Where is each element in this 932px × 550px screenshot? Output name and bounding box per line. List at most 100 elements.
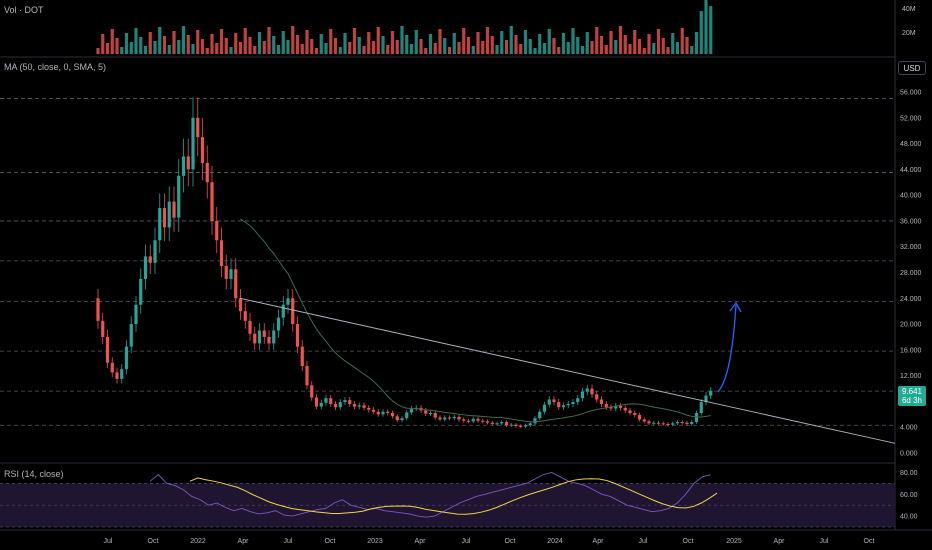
- volume-bar: [352, 28, 357, 54]
- candle-body: [395, 416, 399, 421]
- volume-bar: [205, 48, 209, 54]
- volume-bar: [652, 43, 656, 54]
- candle-body: [200, 137, 205, 163]
- volume-bar: [485, 27, 490, 54]
- volume-bar: [690, 46, 694, 54]
- price-axis[interactable]: 56.000 52.000 48.000 44.000 40.000 36.000 32.0…: [900, 6, 922, 521]
- price-tick-label: 36.000: [900, 218, 922, 225]
- volume-bar: [272, 36, 276, 54]
- candle-body: [490, 422, 494, 424]
- volume-pane-label[interactable]: Vol · DOT: [4, 5, 44, 15]
- volume-bar: [286, 40, 290, 54]
- time-tick-label: Jul: [104, 538, 113, 545]
- volume-bar: [566, 42, 570, 54]
- candle-body: [196, 117, 200, 138]
- candle-body: [424, 410, 428, 414]
- horizontal-levels: [0, 98, 895, 426]
- candle-body: [618, 405, 623, 408]
- volume-bar: [405, 35, 409, 54]
- volume-bar: [400, 26, 404, 54]
- projection-arrow[interactable]: [717, 301, 742, 393]
- volume-bar: [571, 28, 575, 54]
- volume-bar: [585, 32, 589, 54]
- candle-body: [709, 390, 713, 396]
- volume-bar: [177, 40, 181, 54]
- candle-body: [652, 422, 656, 424]
- candle-body: [628, 410, 632, 414]
- candle-body: [215, 220, 219, 241]
- rsi-pane-label[interactable]: RSI (14, close): [4, 469, 64, 479]
- bar-countdown: 6d 3h: [901, 396, 923, 405]
- candle-body: [352, 404, 357, 407]
- volume-bar: [139, 37, 143, 54]
- candle-body: [699, 402, 703, 414]
- volume-bar: [618, 26, 623, 54]
- rsi-tick-label: 80.00: [900, 470, 918, 477]
- volume-bar: [329, 29, 333, 54]
- volume-bar: [191, 44, 195, 54]
- time-tick-label: Jul: [462, 538, 471, 545]
- volume-bar: [504, 40, 509, 54]
- candle-body: [656, 422, 661, 424]
- time-axis[interactable]: Jul Oct 2022 Apr Jul Oct 2023 Apr Jul Oct 2024 Apr J…: [104, 538, 875, 545]
- candle-body: [343, 400, 347, 403]
- volume-bar: [124, 33, 129, 54]
- candle-body: [523, 425, 528, 427]
- candle-body: [547, 399, 551, 405]
- candle-body: [590, 388, 594, 395]
- time-tick-label: Apr: [593, 538, 605, 545]
- volume-bar: [699, 11, 703, 54]
- time-tick-label: 2022: [190, 538, 206, 545]
- volume-bar: [481, 41, 485, 54]
- candle-body: [153, 240, 157, 263]
- volume-bar: [129, 42, 133, 54]
- candle-body: [291, 298, 295, 325]
- volume-bar: [333, 38, 338, 54]
- volume-bar: [438, 29, 442, 54]
- volume-bar: [253, 46, 257, 54]
- candle-body: [542, 404, 547, 412]
- volume-bar: [457, 42, 461, 54]
- candle-body: [571, 402, 575, 405]
- candle-body: [609, 407, 613, 409]
- candle-body: [143, 256, 148, 279]
- volume-bar: [291, 26, 295, 54]
- volume-bar: [656, 29, 661, 54]
- candle-body: [257, 330, 262, 344]
- ma-indicator-label[interactable]: MA (50, close, 0, SMA, 5): [4, 62, 107, 72]
- volume-bar: [276, 45, 281, 54]
- time-tick-label: Oct: [325, 538, 336, 545]
- volume-bar: [376, 27, 380, 54]
- volume-bar: [599, 36, 604, 54]
- price-tick-label: 16.000: [900, 347, 922, 354]
- volume-bar: [666, 47, 670, 54]
- volume-bar: [637, 39, 642, 54]
- arrow-path: [717, 304, 737, 393]
- candle-body: [314, 397, 319, 407]
- candle-body: [386, 411, 390, 414]
- volume-bar: [443, 38, 447, 54]
- candle-body: [685, 422, 689, 424]
- rsi-ma-line: [189, 477, 718, 515]
- candle-body: [329, 398, 333, 405]
- volume-bar: [243, 28, 247, 54]
- trendline-group[interactable]: [239, 297, 896, 444]
- candle-body: [115, 372, 119, 379]
- time-tick-label: Apr: [238, 538, 250, 545]
- candle-body: [234, 269, 238, 299]
- candle-body: [219, 240, 224, 267]
- volume-bar: [462, 28, 466, 54]
- volume-bar: [96, 48, 100, 54]
- volume-bar: [466, 37, 471, 54]
- volume-bar: [348, 42, 352, 54]
- candle-body: [124, 346, 129, 370]
- candle-body: [637, 414, 642, 420]
- volume-bar: [324, 43, 328, 54]
- candle-body: [101, 320, 105, 337]
- currency-button[interactable]: USD: [898, 61, 926, 75]
- candle-body: [177, 175, 181, 218]
- volume-bar: [490, 36, 494, 54]
- candle-body: [371, 409, 376, 412]
- candle-body: [324, 398, 328, 403]
